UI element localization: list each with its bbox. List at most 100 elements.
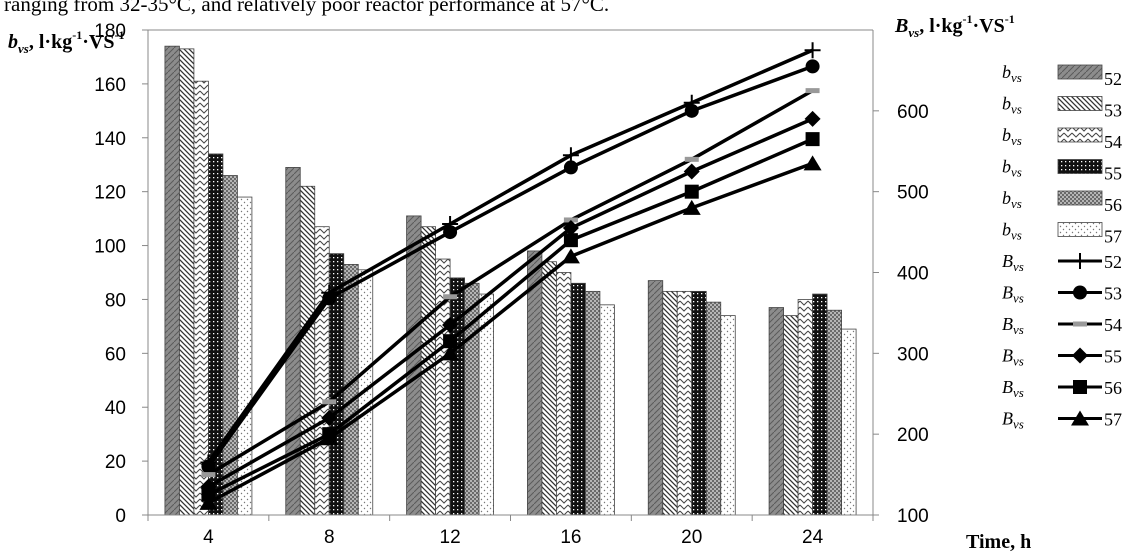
bar-bvs-53-4 bbox=[179, 48, 195, 516]
point-Bvs-54-8 bbox=[322, 399, 337, 405]
bar-bvs-55-24 bbox=[812, 293, 828, 516]
legend-name-bvs-56: 56 bbox=[1104, 195, 1122, 215]
bar-bvs-52-4 bbox=[164, 45, 180, 516]
legend-name-Bvs-56: 56 bbox=[1104, 378, 1122, 398]
legend-name-bvs-57: 57 bbox=[1104, 227, 1122, 247]
line-Bvs-53 bbox=[206, 64, 814, 468]
legend-marker-Bvs-56 bbox=[1073, 380, 1087, 394]
bars-group bbox=[164, 45, 857, 516]
x-axis-title: Time, h bbox=[966, 531, 1031, 553]
legend-label-Bvs-52: Bvs bbox=[1002, 251, 1024, 274]
point-Bvs-52-24 bbox=[804, 42, 821, 59]
point-Bvs-54-16 bbox=[563, 217, 578, 223]
left-tick-label: 20 bbox=[105, 452, 126, 473]
point-Bvs-53-16 bbox=[563, 160, 578, 175]
bar-bvs-55-16 bbox=[570, 282, 586, 516]
right-tick-label: 600 bbox=[897, 102, 929, 123]
bar-bvs-54-20 bbox=[676, 290, 693, 516]
point-Bvs-53-20 bbox=[684, 103, 699, 118]
right-tick-label: 400 bbox=[897, 264, 929, 285]
point-Bvs-57-20 bbox=[682, 199, 701, 215]
line-Bvs-54 bbox=[207, 89, 814, 477]
legend-label-Bvs-55: Bvs bbox=[1002, 346, 1024, 369]
right-axis-title: Bvs, l·kg-1·VS-1 bbox=[894, 12, 1015, 40]
legend-marker-Bvs-55 bbox=[1072, 347, 1088, 364]
bar-bvs-54-16 bbox=[556, 272, 572, 516]
right-tick-label: 100 bbox=[897, 506, 929, 527]
point-Bvs-57-8 bbox=[320, 430, 339, 446]
legend-name-bvs-53: 53 bbox=[1104, 101, 1122, 121]
legend-marker-Bvs-54 bbox=[1073, 321, 1087, 327]
point-Bvs-55-16 bbox=[562, 220, 579, 237]
point-Bvs-56-24 bbox=[805, 132, 820, 147]
legend-marker-Bvs-52 bbox=[1072, 253, 1088, 269]
legend-swatch-bvs-55 bbox=[1057, 159, 1103, 174]
point-Bvs-54-4 bbox=[201, 472, 216, 478]
left-tick-label: 140 bbox=[94, 129, 126, 150]
x-tick-label: 4 bbox=[203, 527, 214, 548]
bar-bvs-55-20 bbox=[691, 290, 707, 516]
legend-name-Bvs-52: 52 bbox=[1104, 252, 1122, 272]
legend-label-bvs-53: bvs bbox=[1002, 94, 1022, 117]
legend-label-Bvs-54: Bvs bbox=[1002, 314, 1024, 337]
point-Bvs-56-16 bbox=[563, 233, 578, 248]
legend: bvs 52 bvs 53 bvs 54 bvs 55 bvs 56 bvs 57 Bvs 52 Bvs 53… bbox=[1002, 62, 1122, 432]
left-tick-label: 160 bbox=[94, 75, 126, 96]
legend-name-Bvs-55: 55 bbox=[1104, 347, 1122, 367]
point-Bvs-53-4 bbox=[201, 459, 216, 474]
legend-name-bvs-54: 54 bbox=[1104, 132, 1122, 152]
legend-name-bvs-52: 52 bbox=[1104, 69, 1122, 89]
right-tick-label: 200 bbox=[897, 425, 929, 446]
point-Bvs-57-12 bbox=[441, 345, 460, 361]
x-tick-label: 12 bbox=[440, 527, 461, 548]
bar-bvs-53-16 bbox=[541, 261, 557, 516]
caption-text: ranging from 32-35°C, and relatively poo… bbox=[4, 0, 609, 16]
bar-bvs-52-24 bbox=[768, 307, 784, 516]
point-Bvs-53-24 bbox=[805, 59, 820, 74]
bar-bvs-52-20 bbox=[647, 280, 664, 516]
point-Bvs-57-16 bbox=[561, 248, 580, 264]
legend-name-Bvs-57: 57 bbox=[1104, 410, 1122, 430]
legend-label-Bvs-53: Bvs bbox=[1002, 283, 1024, 306]
bar-bvs-57-20 bbox=[720, 315, 736, 516]
legend-marker-Bvs-57 bbox=[1071, 410, 1089, 426]
legend-marker-Bvs-53 bbox=[1073, 285, 1087, 300]
legend-label-bvs-55: bvs bbox=[1002, 157, 1022, 180]
bar-bvs-53-24 bbox=[783, 315, 799, 516]
left-tick-label: 80 bbox=[105, 290, 126, 311]
bar-bvs-53-20 bbox=[662, 290, 678, 516]
left-tick-label: 180 bbox=[94, 21, 126, 42]
point-Bvs-56-4 bbox=[201, 487, 216, 502]
bar-bvs-57-24 bbox=[841, 328, 857, 516]
legend-name-Bvs-54: 54 bbox=[1104, 315, 1122, 335]
point-Bvs-53-8 bbox=[322, 291, 337, 306]
bar-bvs-56-24 bbox=[826, 309, 842, 516]
legend-label-Bvs-57: Bvs bbox=[1002, 409, 1024, 432]
x-tick-label: 20 bbox=[681, 527, 702, 548]
bar-bvs-53-8 bbox=[299, 185, 316, 516]
x-tick-label: 24 bbox=[802, 527, 824, 548]
bar-bvs-54-4 bbox=[193, 80, 209, 516]
point-Bvs-55-12 bbox=[442, 317, 459, 334]
legend-swatch-bvs-56 bbox=[1057, 190, 1103, 206]
point-Bvs-54-12 bbox=[443, 294, 458, 300]
legend-label-bvs-57: bvs bbox=[1002, 220, 1022, 243]
point-Bvs-54-24 bbox=[805, 88, 820, 94]
left-axis-title: bvs, l·kg-1·VS-1 bbox=[8, 28, 124, 56]
bar-bvs-56-8 bbox=[343, 264, 359, 516]
legend-label-bvs-52: bvs bbox=[1002, 62, 1022, 85]
legend-name-Bvs-53: 53 bbox=[1104, 284, 1122, 304]
legend-swatch-bvs-57 bbox=[1057, 222, 1103, 237]
right-tick-label: 500 bbox=[897, 183, 929, 204]
point-Bvs-55-8 bbox=[321, 410, 338, 426]
left-tick-label: 120 bbox=[94, 183, 126, 204]
legend-label-Bvs-56: Bvs bbox=[1002, 377, 1024, 400]
line-Bvs-55 bbox=[207, 117, 814, 489]
lines-group bbox=[199, 42, 822, 510]
point-Bvs-53-12 bbox=[443, 225, 458, 240]
legend-name-bvs-55: 55 bbox=[1104, 164, 1122, 184]
point-Bvs-56-20 bbox=[684, 184, 699, 199]
legend-label-bvs-56: bvs bbox=[1002, 188, 1022, 211]
point-Bvs-54-20 bbox=[684, 156, 699, 162]
